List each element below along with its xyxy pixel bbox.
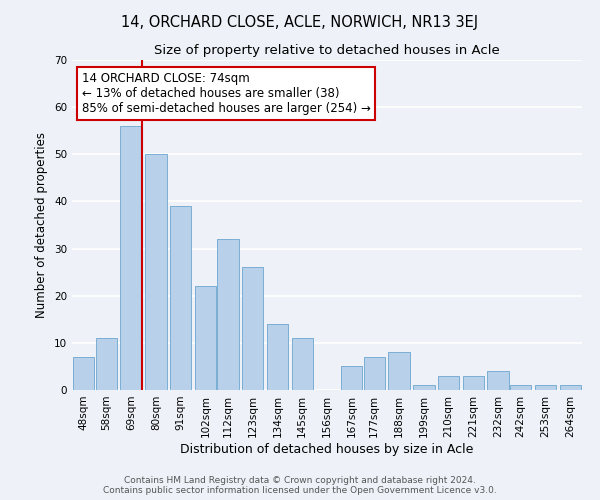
Bar [487, 371, 509, 390]
Bar [438, 376, 460, 390]
Bar [170, 206, 191, 390]
Text: 14, ORCHARD CLOSE, ACLE, NORWICH, NR13 3EJ: 14, ORCHARD CLOSE, ACLE, NORWICH, NR13 3… [121, 15, 479, 30]
Bar [217, 239, 239, 390]
Title: Size of property relative to detached houses in Acle: Size of property relative to detached ho… [154, 44, 500, 58]
Bar [242, 268, 263, 390]
Bar [364, 357, 385, 390]
Bar [267, 324, 288, 390]
Bar [560, 386, 581, 390]
Bar [121, 126, 142, 390]
Bar [73, 357, 94, 390]
Bar [388, 352, 410, 390]
Bar [463, 376, 484, 390]
Text: 14 ORCHARD CLOSE: 74sqm
← 13% of detached houses are smaller (38)
85% of semi-de: 14 ORCHARD CLOSE: 74sqm ← 13% of detache… [82, 72, 370, 115]
Bar [341, 366, 362, 390]
Bar [95, 338, 117, 390]
Text: Contains HM Land Registry data © Crown copyright and database right 2024.
Contai: Contains HM Land Registry data © Crown c… [103, 476, 497, 495]
Y-axis label: Number of detached properties: Number of detached properties [35, 132, 49, 318]
Bar [145, 154, 167, 390]
Bar [510, 386, 532, 390]
Bar [413, 386, 434, 390]
Bar [535, 386, 556, 390]
Bar [194, 286, 216, 390]
Bar [292, 338, 313, 390]
X-axis label: Distribution of detached houses by size in Acle: Distribution of detached houses by size … [181, 442, 473, 456]
